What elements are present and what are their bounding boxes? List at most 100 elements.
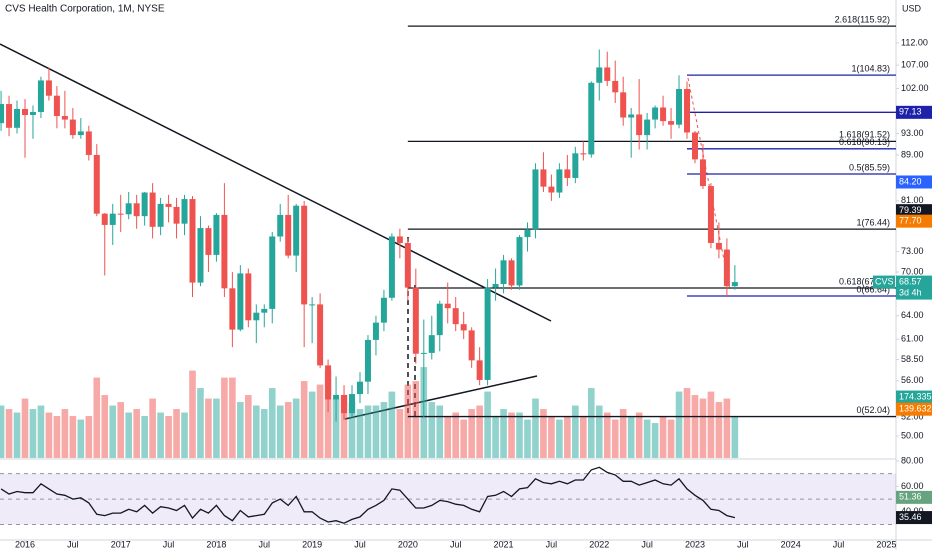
volume-bar	[324, 370, 332, 458]
candle-body	[580, 153, 587, 155]
candle-body	[197, 228, 204, 283]
fib-label: 0.618(67.74)	[839, 276, 890, 286]
x-tick-label: Jul	[163, 539, 175, 549]
rsi-label: 35.46	[899, 512, 922, 522]
volume-bar	[659, 416, 667, 458]
volume-bar	[388, 391, 396, 458]
volume-bar	[117, 402, 125, 458]
volume-bar	[356, 409, 364, 458]
y-tick-label: 56.00	[901, 375, 924, 385]
volume-bar	[213, 398, 220, 458]
x-tick-label: Jul	[833, 539, 845, 549]
candle-body	[516, 237, 523, 286]
candle-body	[141, 192, 148, 217]
chart-title: CVS Health Corporation, 1M, NYSE	[5, 4, 165, 15]
x-tick-label: Jul	[641, 539, 653, 549]
y-tick-label: 102.00	[901, 83, 929, 93]
candle-body	[325, 365, 332, 400]
fib-label: 0.5(85.59)	[849, 162, 890, 172]
volume-bar	[340, 395, 348, 458]
candle-body	[341, 394, 348, 414]
candle-body	[14, 108, 21, 128]
volume-bar	[484, 391, 491, 458]
candle-body	[372, 322, 379, 340]
candle-body	[333, 394, 340, 400]
candle-body	[101, 213, 108, 225]
volume-bar	[619, 409, 627, 458]
x-tick-label: 2021	[494, 539, 514, 549]
candle-body	[213, 214, 220, 255]
volume-bar	[109, 405, 117, 458]
candle-body	[245, 273, 252, 321]
volume-label: 139.632M	[899, 404, 932, 414]
rsi-tick-label: 60.00	[901, 481, 924, 491]
y-tick-label: 89.00	[901, 149, 924, 159]
candle-body	[731, 282, 738, 287]
volume-bar	[428, 402, 436, 458]
x-tick-label: 2020	[398, 539, 418, 549]
candle-body	[253, 312, 260, 321]
candle-body	[261, 308, 268, 313]
x-tick-label: 2023	[685, 539, 705, 549]
candle-body	[723, 249, 730, 287]
candle-body	[29, 111, 36, 116]
fib-label: 0(66.64)	[856, 284, 890, 294]
volume-bar	[197, 388, 204, 458]
volume-bar	[149, 398, 156, 458]
x-tick-label: 2024	[781, 539, 801, 549]
candle-body	[149, 192, 156, 227]
candle-body	[356, 381, 363, 395]
candle-body	[93, 154, 100, 214]
candle-body	[380, 297, 387, 323]
candle-body	[157, 203, 164, 227]
volume-bar	[540, 409, 547, 458]
volume-bar	[548, 416, 555, 458]
last-price-box	[896, 275, 932, 300]
volume-bar	[5, 409, 13, 458]
candle-body	[452, 308, 459, 325]
volume-bar	[476, 405, 483, 458]
volume-bar	[21, 398, 29, 458]
volume-bar	[715, 402, 723, 458]
x-tick-label: 2022	[589, 539, 609, 549]
candle-body	[77, 131, 84, 136]
volume-bar	[268, 388, 276, 458]
price-label-box	[896, 204, 932, 218]
price-label-box	[896, 214, 932, 228]
candle-body	[436, 303, 443, 336]
candle-body	[540, 169, 547, 187]
candle-body	[125, 203, 132, 215]
candle-body	[524, 229, 531, 238]
rsi-tick-label: 80.00	[901, 455, 924, 465]
volume-bar	[468, 409, 475, 458]
candle-body	[636, 114, 643, 136]
volume-bar	[93, 377, 101, 458]
candle-body	[237, 273, 244, 330]
volume-bar	[284, 402, 292, 458]
volume-bar	[133, 409, 140, 458]
candle-body	[428, 335, 435, 353]
candle-body	[508, 260, 515, 286]
candle-body	[699, 159, 706, 187]
y-tick-label: 70.00	[901, 266, 924, 276]
candle-body	[500, 260, 507, 285]
volume-bar	[165, 416, 172, 458]
candle-body	[420, 352, 427, 354]
price-label: 84.20	[899, 176, 922, 186]
candle-body	[61, 116, 68, 120]
candle-body	[21, 108, 28, 116]
candle-body	[117, 213, 124, 215]
y-tick-label: 58.50	[901, 354, 924, 364]
candle-body	[668, 121, 675, 125]
volume-bar	[723, 398, 731, 458]
dashed-projection	[687, 77, 731, 291]
y-tick-label: 61.00	[901, 333, 924, 343]
candle-body	[492, 284, 499, 288]
candle-body	[85, 131, 92, 155]
last-price: 68.57	[899, 276, 922, 286]
candle-body	[676, 88, 683, 125]
x-tick-label: Jul	[259, 539, 271, 549]
fib-label: 0.618(90.13)	[839, 137, 890, 147]
candle-body	[285, 214, 292, 256]
